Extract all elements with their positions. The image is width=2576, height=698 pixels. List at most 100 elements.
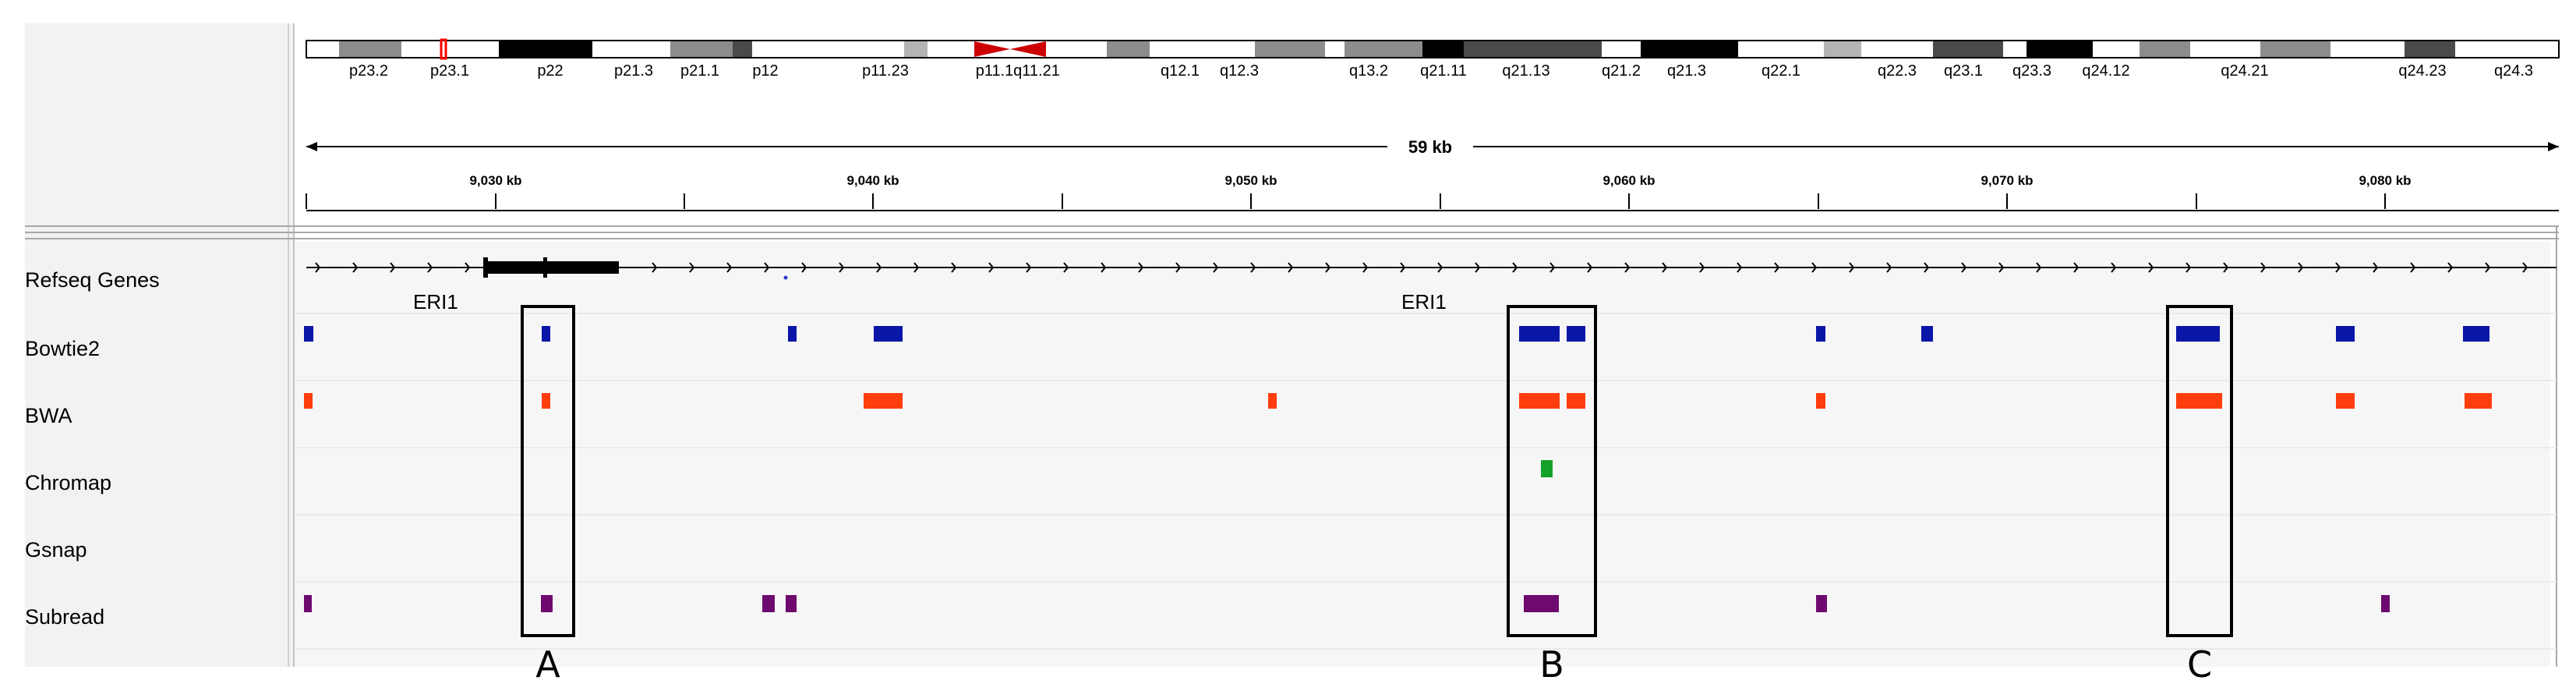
alignment-block (542, 393, 550, 409)
ideogram-band (339, 41, 401, 57)
ideogram-band-label: p21.1 (680, 62, 719, 80)
strand-arrow-icon (2073, 262, 2080, 273)
alignment-block (1567, 326, 1585, 342)
strand-arrow-icon (2223, 262, 2229, 273)
ideogram-band-label: q21.2 (1602, 62, 1641, 80)
track-name-subread[interactable]: Subread (25, 605, 104, 629)
ideogram-band-label: q12.3 (1220, 62, 1259, 80)
strand-arrow-icon (951, 262, 957, 273)
strand-arrow-icon (1063, 262, 1069, 273)
strand-arrow-icon (465, 262, 471, 273)
strand-arrow-icon (913, 262, 920, 273)
track-name-refseq-genes[interactable]: Refseq Genes (25, 268, 160, 292)
strand-arrow-icon (1400, 262, 1406, 273)
ideogram-band-label: q11.21 (1013, 62, 1060, 80)
strand-arrow-icon (2036, 262, 2042, 273)
strand-arrow-icon (1138, 262, 1144, 273)
current-region-marker[interactable] (440, 38, 447, 60)
ideogram-band (904, 41, 928, 57)
alignment-block (788, 326, 797, 342)
ruler-tick-label: 9,040 kb (846, 173, 899, 188)
ideogram-band (2405, 41, 2455, 57)
bowtie2-track[interactable] (304, 326, 2489, 342)
alignment-block (762, 595, 775, 612)
ideogram-band-label: q24.3 (2494, 62, 2533, 80)
track-name-gsnap[interactable]: Gsnap (25, 538, 87, 562)
strand-arrow-icon (988, 262, 995, 273)
strand-arrow-icon (1250, 262, 1256, 273)
ideogram-band-label: p23.2 (349, 62, 388, 80)
ideogram-band-label: p11.23 (862, 62, 909, 80)
strand-arrow-icon (1662, 262, 1668, 273)
strand-arrow-icon (801, 262, 807, 273)
strand-arrow-icon (2373, 262, 2379, 273)
alignment-block (304, 393, 313, 409)
refseq-genes-track[interactable]: ERI1 ERI1 (306, 257, 2557, 314)
alignment-block (2463, 326, 2489, 342)
subread-track[interactable] (304, 595, 2390, 612)
strand-arrow-icon (2186, 262, 2192, 273)
ideogram-band (1824, 41, 1861, 57)
gene-exon-block[interactable] (485, 261, 619, 274)
strand-arrow-icon (352, 262, 359, 273)
strand-arrow-icon (1549, 262, 1556, 273)
strand-arrow-icon (1362, 262, 1369, 273)
ruler-tick-label: 9,070 kb (1981, 173, 2033, 188)
span-label: 59 kb (1408, 137, 1452, 157)
ideogram-band (2027, 41, 2093, 57)
ideogram-band-label: q23.3 (2012, 62, 2051, 80)
ideogram-band-label: q23.1 (1944, 62, 1983, 80)
highlight-boxes (521, 305, 2233, 637)
track-name-bowtie2[interactable]: Bowtie2 (25, 337, 100, 360)
ideogram-band-label: q24.12 (2082, 62, 2129, 80)
ideogram-band (1255, 41, 1325, 57)
strand-arrow-icon (1026, 262, 1032, 273)
highlight-label-c: C (2187, 643, 2212, 686)
alignment-block (1268, 393, 1277, 409)
strand-arrow-icon (1961, 262, 1967, 273)
strand-arrow-icon (2485, 262, 2491, 273)
chromosome-ideogram[interactable]: p23.2 p23.1 p22 p21.3 p21.1 p12 p11.23 p11.1 q11… (306, 38, 2560, 80)
alignment-block (1816, 326, 1825, 342)
ideogram-band-label: q24.21 (2221, 62, 2268, 80)
ideogram-band-label: p23.1 (430, 62, 469, 80)
ideogram-band-label: p12 (752, 62, 778, 80)
strand-arrow-icon (1737, 262, 1743, 273)
alignment-block (1816, 393, 1825, 409)
highlight-box-a (521, 305, 575, 637)
track-name-bwa[interactable]: BWA (25, 404, 72, 427)
alignment-block (2176, 326, 2220, 342)
ideogram-band-label: p11.1 (976, 62, 1014, 80)
strand-arrow-icon (689, 262, 695, 273)
alignment-block (1519, 393, 1560, 409)
ideogram-band (1464, 41, 1602, 57)
ideogram-band-label: p21.3 (614, 62, 653, 80)
ideogram-band (1107, 41, 1150, 57)
chromap-track[interactable] (1541, 460, 1553, 477)
bwa-track[interactable] (304, 393, 2492, 409)
ideogram-band (1641, 41, 1738, 57)
ideogram-band-label: q22.3 (1878, 62, 1917, 80)
ruler-ticks: 9,030 kb 9,040 kb 9,050 kb 9,060 kb 9,070 kb… (306, 173, 2412, 209)
alignment-block (1519, 326, 1560, 342)
strand-arrow-icon (1325, 262, 1331, 273)
gene-exon-tick (543, 257, 547, 278)
strand-arrow-icon (427, 262, 433, 273)
ideogram-band-label: q21.13 (1502, 62, 1549, 80)
gene-dot-marker (783, 275, 788, 280)
strand-arrow-icon (726, 262, 733, 273)
alignment-block (2381, 595, 2390, 612)
ideogram-band-labels: p23.2 p23.1 p22 p21.3 p21.1 p12 p11.23 p11.1 q11… (349, 62, 2533, 80)
ruler: 59 kb 9,030 kb 9,040 kb 9,050 kb 9,060 kb 9,… (306, 137, 2559, 211)
ideogram-band-label: q13.2 (1349, 62, 1388, 80)
strand-arrow-icon (2522, 262, 2528, 273)
alignment-block (1524, 595, 1559, 612)
ruler-tick-label: 9,050 kb (1224, 173, 1277, 188)
track-name-chromap[interactable]: Chromap (25, 471, 111, 494)
alignment-block (1816, 595, 1827, 612)
strand-arrow-icon (315, 262, 321, 273)
strand-arrow-icon (1288, 262, 1294, 273)
highlight-box-b (1507, 305, 1597, 637)
ruler-tick-label: 9,030 kb (469, 173, 521, 188)
